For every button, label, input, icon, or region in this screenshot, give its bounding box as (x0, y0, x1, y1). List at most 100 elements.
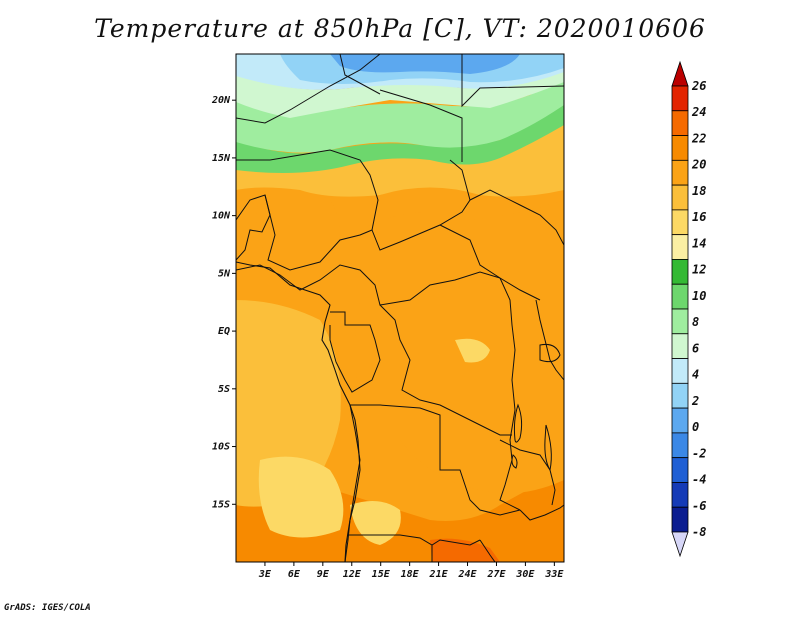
border-line (469, 189, 564, 246)
field-yellow-spot (455, 338, 490, 363)
lake-tanganyika (513, 403, 523, 443)
colorbar-label: -4 (692, 473, 706, 487)
border-line (348, 534, 481, 546)
colorbar-label: 16 (692, 210, 706, 224)
lake-malawi (544, 424, 552, 472)
field-yellow-southwest (258, 456, 344, 538)
colorbar-label: 12 (692, 263, 706, 277)
colorbar-swatch (671, 184, 689, 211)
lat-tick-label: 10N (212, 211, 231, 222)
lakes (511, 344, 561, 472)
border-line (236, 264, 501, 306)
colorbar-swatch (671, 85, 689, 112)
border-line (236, 54, 381, 124)
map-frame (235, 53, 565, 563)
border-line (379, 89, 463, 162)
field-green-band (236, 100, 564, 174)
field-yellow-south (350, 501, 401, 545)
colorbar-label: 18 (692, 184, 706, 198)
colorbar-label: 24 (691, 105, 706, 119)
border-line (499, 459, 521, 511)
lake-victoria (539, 344, 561, 363)
colorbar-swatch (671, 209, 689, 236)
colorbar-label: 4 (692, 368, 699, 382)
colorbar-label: 26 (691, 79, 706, 93)
colorbar-swatch (671, 135, 689, 161)
border-line (236, 194, 271, 261)
lon-tick-label: 33E (544, 569, 564, 580)
latitude-axis: 20N 15N 10N 5N EQ 5S 10S 15S (211, 95, 236, 510)
lat-tick-label: 10S (212, 442, 230, 453)
colorbar-swatch (671, 333, 689, 359)
field-blue (330, 54, 520, 74)
lon-tick-label: 15E (372, 569, 391, 580)
lon-tick-label: 12E (343, 569, 362, 580)
lat-tick-label: 15N (212, 153, 231, 164)
colorbar-label: 14 (692, 236, 706, 250)
lon-tick-label: 6E (288, 569, 301, 580)
colorbar-swatch (671, 283, 689, 310)
country-borders (236, 54, 564, 562)
border-line (499, 439, 556, 506)
field-pale-green-band (236, 70, 564, 118)
colorbar-label: 20 (691, 158, 706, 172)
border-line (535, 299, 564, 381)
colorbar-swatch (671, 159, 689, 186)
lon-tick-label: 9E (317, 569, 330, 580)
lon-tick-label: 21E (429, 569, 449, 580)
lon-tick-label: 30E (515, 569, 535, 580)
border-line (379, 304, 512, 436)
colorbar-swatch (671, 110, 689, 136)
grads-credit: GrADS: IGES/COLA (4, 603, 91, 613)
field-light-green-band (236, 80, 564, 153)
colorbar-swatch (671, 259, 689, 285)
border-line (439, 224, 541, 301)
lon-tick-label: 27E (486, 569, 506, 580)
colorbar-label: 2 (691, 394, 699, 408)
colorbar-swatch (671, 432, 689, 459)
border-line (329, 311, 381, 393)
colorbar-label: 6 (692, 341, 699, 355)
border-line (344, 404, 361, 562)
lat-tick-label: 5N (218, 268, 231, 279)
temperature-field (236, 54, 564, 562)
coastline (236, 261, 361, 562)
lon-tick-label: 3E (258, 569, 272, 580)
colorbar-swatch (671, 308, 689, 335)
border-line (339, 54, 381, 95)
border-line (371, 159, 471, 251)
colorbar-bottom-arrow (671, 531, 689, 558)
border-line (499, 277, 516, 461)
colorbar-top-arrow (671, 60, 689, 87)
colorbar-swatch (671, 382, 689, 409)
map-title: Temperature at 850hPa [C], VT: 202001060… (94, 14, 706, 43)
longitude-axis: 3E 6E 9E 12E 15E 18E 21E 24E 27E 30E 33E (258, 562, 564, 580)
colorbar-label: 10 (692, 289, 706, 303)
lat-tick-label: 20N (211, 95, 231, 106)
field-warm-west (256, 188, 340, 268)
colorbar-swatch (671, 506, 689, 533)
border-line (479, 539, 496, 562)
lon-tick-label: 24E (457, 569, 477, 580)
lake-mweru (511, 454, 518, 469)
colorbar-label: -6 (692, 499, 706, 513)
field-light-west (236, 300, 341, 507)
lat-tick-label: 5S (218, 384, 230, 395)
colorbar-label: -8 (692, 525, 706, 539)
colorbar-label: 22 (691, 131, 706, 145)
border-line (264, 194, 373, 271)
lon-tick-label: 18E (401, 569, 420, 580)
colorbar-label: 8 (692, 315, 699, 329)
border-line (236, 149, 379, 231)
lat-tick-label: 15S (212, 499, 230, 510)
colorbar-swatch (671, 457, 689, 483)
border-line (519, 504, 564, 521)
colorbar-label: -2 (692, 446, 706, 460)
colorbar-swatch (671, 482, 689, 508)
colorbar-label: 0 (692, 420, 699, 434)
lat-tick-label: EQ (218, 326, 230, 337)
colorbar-swatch (671, 407, 689, 434)
